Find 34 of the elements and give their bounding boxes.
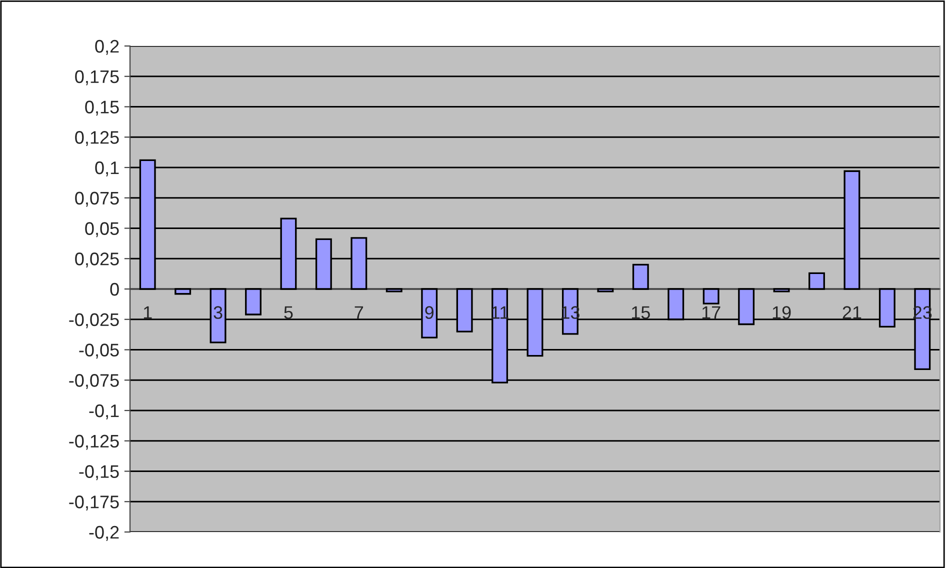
- x-tick-label: 5: [284, 306, 293, 319]
- x-tick-label: 21: [842, 306, 862, 319]
- y-tick-label: 0,025: [75, 252, 119, 268]
- x-tick-label: 17: [702, 306, 720, 319]
- y-tick-label: 0,075: [75, 192, 119, 207]
- y-tick-label: 0,1: [95, 161, 119, 176]
- y-tick-label: -0,15: [79, 465, 119, 480]
- bar: [597, 288, 614, 292]
- x-tick-label: 3: [214, 306, 222, 319]
- y-tick-label: 0,125: [75, 131, 119, 146]
- x-tick-label: 1: [144, 306, 152, 319]
- x-tick-label: 15: [632, 306, 650, 319]
- y-tick-label: 0,175: [75, 70, 119, 86]
- y-tick-label: -0,1: [89, 404, 119, 420]
- y-tick-label: -0,175: [69, 496, 119, 510]
- y-tick-label: 0,2: [95, 40, 119, 55]
- bar: [702, 288, 720, 304]
- y-tick-label: 0: [110, 282, 119, 296]
- x-tick-label: 19: [772, 306, 791, 319]
- y-tick-label: -0,125: [69, 434, 119, 450]
- y-tick-label: -0,2: [89, 526, 119, 541]
- x-tick-label: 9: [425, 306, 434, 319]
- bar: [808, 272, 825, 290]
- y-tick-label: 0,15: [85, 100, 119, 116]
- bar: [632, 264, 649, 290]
- bar: [386, 288, 402, 292]
- x-tick-label: 7: [354, 306, 364, 319]
- bar: [174, 288, 192, 295]
- y-tick-label: 0,05: [85, 222, 119, 238]
- bar: [773, 288, 790, 292]
- y-tick-label: -0,025: [69, 313, 119, 328]
- y-tick-label: -0,075: [69, 374, 119, 389]
- y-tick-label: -0,05: [79, 344, 119, 359]
- bar: [245, 288, 262, 316]
